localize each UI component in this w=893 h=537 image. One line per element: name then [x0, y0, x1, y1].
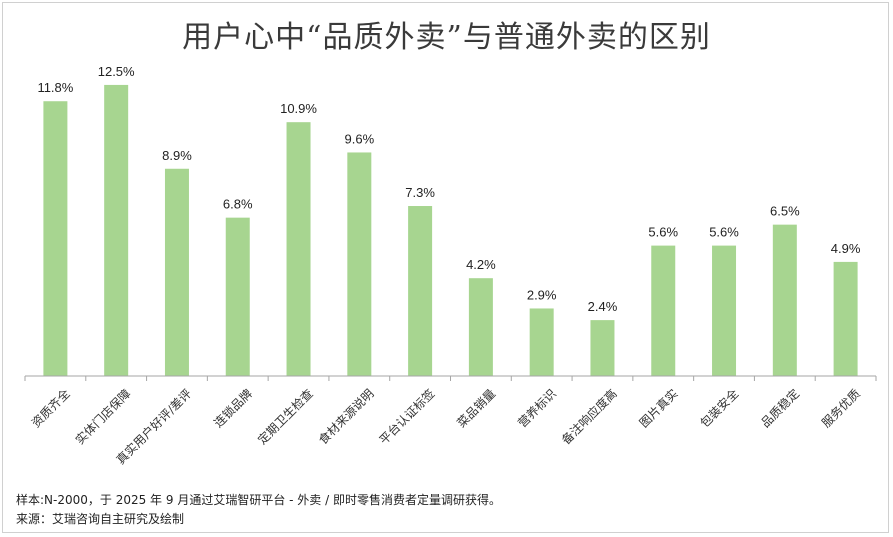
chart-title: 用户心中“品质外卖”与普通外卖的区别 [182, 20, 711, 55]
bar-4 [225, 217, 250, 376]
category-label: 品质稳定 [758, 386, 803, 431]
value-label: 11.8% [37, 80, 73, 95]
category-label: 定期卫生检查 [254, 386, 316, 448]
category-label: 营养标识 [514, 386, 559, 431]
sample-footnote: 样本:N-2000，于 2025 年 9 月通过艾瑞智研平台 - 外卖 / 即时… [16, 493, 501, 507]
category-label: 菜品销量 [454, 386, 498, 430]
category-label: 食材来源说明 [315, 386, 377, 448]
bar-14 [833, 261, 858, 376]
bar-8 [468, 278, 493, 376]
category-label: 连锁品牌 [211, 386, 256, 431]
value-label: 7.3% [405, 185, 435, 200]
category-label: 包装安全 [697, 386, 742, 431]
category-label: 图片真实 [636, 386, 681, 431]
value-label: 5.6% [709, 225, 739, 240]
source-footnote: 来源：艾瑞咨询自主研究及绘制 [16, 512, 185, 526]
value-label: 12.5% [98, 64, 135, 79]
value-label: 2.4% [588, 299, 618, 314]
value-label: 4.9% [831, 241, 861, 256]
bar-5 [286, 122, 311, 376]
bar-2 [104, 84, 129, 376]
value-label: 2.9% [527, 287, 557, 302]
value-label: 10.9% [280, 101, 317, 116]
bar-10 [590, 320, 615, 376]
bar-7 [408, 206, 433, 376]
bar-9 [529, 308, 554, 376]
category-label: 备注响应度高 [558, 386, 620, 448]
category-label: 资质齐全 [28, 386, 73, 431]
bar-3 [164, 168, 189, 376]
value-label: 6.5% [770, 204, 800, 219]
bar-6 [347, 152, 372, 376]
bar-1 [43, 101, 68, 376]
category-label: 平台认证标签 [376, 386, 438, 448]
value-label: 5.6% [648, 225, 678, 240]
value-label: 6.8% [223, 197, 253, 212]
bar-11 [651, 245, 676, 376]
value-label: 9.6% [345, 131, 375, 146]
value-label: 8.9% [162, 148, 192, 163]
bar-13 [772, 224, 797, 376]
category-label: 服务优质 [818, 386, 863, 431]
value-label: 4.2% [466, 257, 496, 272]
category-label: 实体门店保障 [72, 386, 134, 448]
bar-12 [712, 245, 737, 376]
